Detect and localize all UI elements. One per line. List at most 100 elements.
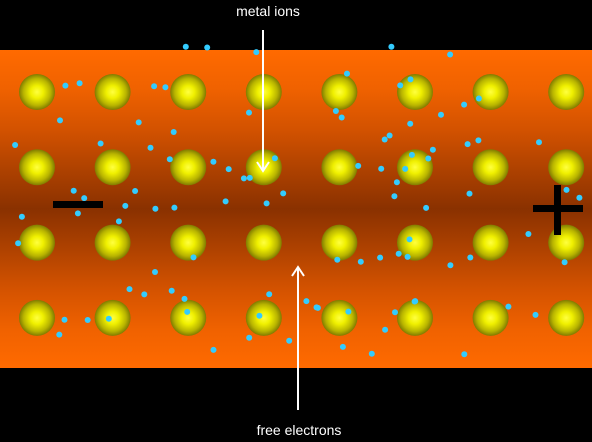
metal-ions-arrow <box>256 30 270 173</box>
free-electrons-arrow <box>291 265 305 410</box>
free-electron <box>466 190 473 197</box>
free-electron <box>425 155 432 162</box>
free-electron <box>61 316 68 323</box>
free-electron <box>408 151 415 158</box>
free-electron <box>181 295 188 302</box>
metal-ion <box>19 224 55 261</box>
free-electron <box>84 317 91 323</box>
free-electron <box>132 188 139 194</box>
metal-ion <box>321 74 358 110</box>
free-electron <box>152 205 159 212</box>
free-electron <box>225 166 232 173</box>
free-electron <box>344 70 350 77</box>
metal-ion <box>397 224 433 261</box>
metal-ion <box>321 224 358 261</box>
metal-ion <box>94 149 131 186</box>
free-electron <box>141 291 148 298</box>
free-electron <box>135 119 142 126</box>
free-electron <box>126 286 133 293</box>
metal-ion <box>321 299 358 336</box>
free-electron <box>253 49 260 56</box>
free-electron <box>182 43 189 50</box>
metal-ion <box>170 224 207 261</box>
metal-ion <box>94 74 131 110</box>
free-electron <box>525 231 532 237</box>
metal-ion <box>170 149 207 186</box>
metal-ion <box>472 299 509 336</box>
free-electron <box>412 298 419 305</box>
metal-ion <box>472 74 509 110</box>
free-electron <box>170 129 177 135</box>
metal-ion <box>548 74 585 110</box>
free-electron <box>338 114 345 121</box>
free-electron <box>152 269 158 275</box>
metal-ion <box>19 299 55 336</box>
free-electron <box>184 308 191 315</box>
free-electron <box>392 309 398 316</box>
free-electron <box>240 175 247 182</box>
free-electron <box>505 303 512 310</box>
free-electron <box>461 351 468 358</box>
free-electron <box>76 80 83 87</box>
free-electron-cloud <box>12 43 583 358</box>
free-electron <box>447 262 454 269</box>
free-electron <box>368 350 375 357</box>
free-electron <box>280 190 287 197</box>
free-electron <box>18 213 25 220</box>
metal-ions-label: metal ions <box>236 3 300 19</box>
free-electron <box>210 346 217 353</box>
free-electron <box>404 253 411 260</box>
free-electron <box>407 120 414 127</box>
free-electron <box>115 218 122 225</box>
metal-ion <box>548 149 585 186</box>
free-electron <box>388 43 395 50</box>
free-electron <box>406 236 413 243</box>
free-electron <box>271 155 278 162</box>
free-electron <box>386 132 393 139</box>
free-electron <box>74 210 81 217</box>
metal-ion <box>170 74 207 110</box>
free-electron <box>204 44 211 51</box>
free-electron <box>429 146 436 153</box>
metal-ion <box>548 299 585 336</box>
free-electron <box>122 202 129 209</box>
free-electron <box>190 254 197 261</box>
free-electron <box>15 240 22 247</box>
free-electron <box>162 84 169 91</box>
metal-ion <box>245 224 282 261</box>
free-electron <box>62 82 69 89</box>
free-electron <box>263 200 270 207</box>
free-electron <box>246 334 253 341</box>
free-electron <box>377 254 384 261</box>
free-electron <box>576 194 583 201</box>
free-electron <box>536 139 542 146</box>
positive-terminal-sign <box>533 185 583 235</box>
metal-ion <box>245 299 282 336</box>
free-electron <box>563 186 570 193</box>
metal-ion <box>19 149 55 186</box>
free-electron <box>475 137 482 144</box>
metal-ion <box>321 149 358 186</box>
free-electron <box>303 298 310 305</box>
free-electron <box>81 195 88 202</box>
free-electron <box>355 162 362 169</box>
metal-ion <box>19 74 55 110</box>
free-electron <box>357 258 364 265</box>
free-electron <box>475 95 482 102</box>
free-electron <box>171 204 178 211</box>
metal-ion <box>397 149 433 186</box>
free-electron <box>314 304 321 311</box>
free-electron <box>147 144 154 151</box>
negative-terminal-sign <box>53 201 103 208</box>
free-electron <box>12 142 19 148</box>
free-electron <box>382 326 389 333</box>
free-electron <box>378 165 385 172</box>
free-electron <box>395 250 402 257</box>
free-electron <box>402 165 409 172</box>
free-electron <box>339 343 346 350</box>
free-electron <box>345 308 352 315</box>
free-electron <box>407 76 414 83</box>
free-electron <box>561 259 568 266</box>
free-electron <box>105 315 112 322</box>
